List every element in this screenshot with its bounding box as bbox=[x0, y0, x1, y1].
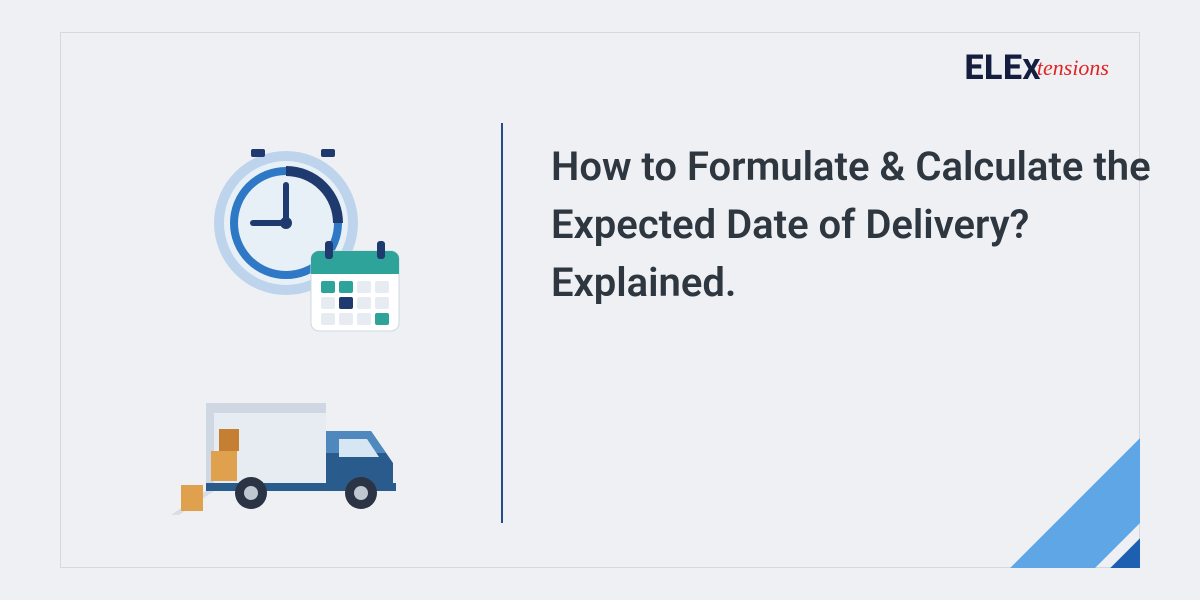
truck-icon bbox=[171, 403, 396, 515]
corner-stripe-light bbox=[945, 351, 1140, 568]
brand-logo: ELEX tensions bbox=[964, 51, 1109, 85]
vertical-divider bbox=[501, 123, 503, 523]
logo-prefix: ELEX bbox=[964, 51, 1040, 85]
corner-stripe-dark bbox=[952, 443, 1140, 568]
page-title: How to Formulate & Calculate the Expecte… bbox=[551, 138, 1151, 312]
logo-suffix: tensions bbox=[1037, 55, 1109, 81]
corner-bottom-right bbox=[910, 338, 1140, 568]
calendar-icon bbox=[311, 241, 399, 331]
clock-calendar-truck-icon bbox=[171, 143, 431, 523]
banner-card: ELEX tensions How to Formulate & Calcula… bbox=[60, 32, 1140, 568]
logo-text: ELE bbox=[964, 48, 1022, 88]
delivery-illustration bbox=[171, 143, 431, 523]
